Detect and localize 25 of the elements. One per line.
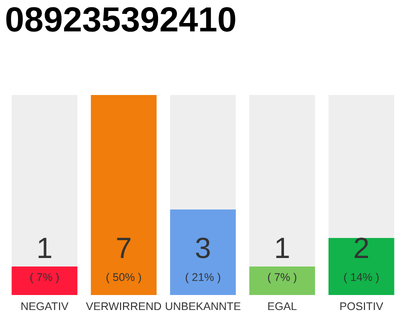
- chart-title: 089235392410: [6, 7, 236, 32]
- bar: [12, 266, 78, 296]
- annotation: ( 21% ): [186, 272, 220, 284]
- annotation: ( 14% ): [344, 272, 379, 284]
- bar: [328, 95, 394, 238]
- bar: [170, 209, 236, 296]
- data-label: 1: [38, 238, 52, 258]
- bar: [249, 266, 316, 296]
- annotation: ( 50% ): [106, 272, 141, 284]
- x-tick-label: POSITIV: [340, 302, 384, 310]
- bar: [170, 95, 236, 210]
- bar: [328, 238, 394, 296]
- x-tick-label: EGAL: [268, 302, 297, 310]
- annotation: ( 7% ): [30, 272, 59, 284]
- x-tick-label: NEGATIV: [21, 302, 68, 310]
- bar: [90, 95, 157, 296]
- x-tick-label: UNBEKANNTE: [166, 302, 240, 310]
- data-label: 2: [354, 238, 368, 258]
- data-label: 1: [276, 238, 289, 258]
- annotation: ( 7% ): [268, 272, 296, 284]
- data-label: 7: [117, 238, 130, 258]
- bar: [12, 95, 78, 266]
- data-label: 3: [196, 238, 210, 258]
- x-tick-label: VERWIRREND: [86, 302, 162, 310]
- bar: [249, 95, 316, 266]
